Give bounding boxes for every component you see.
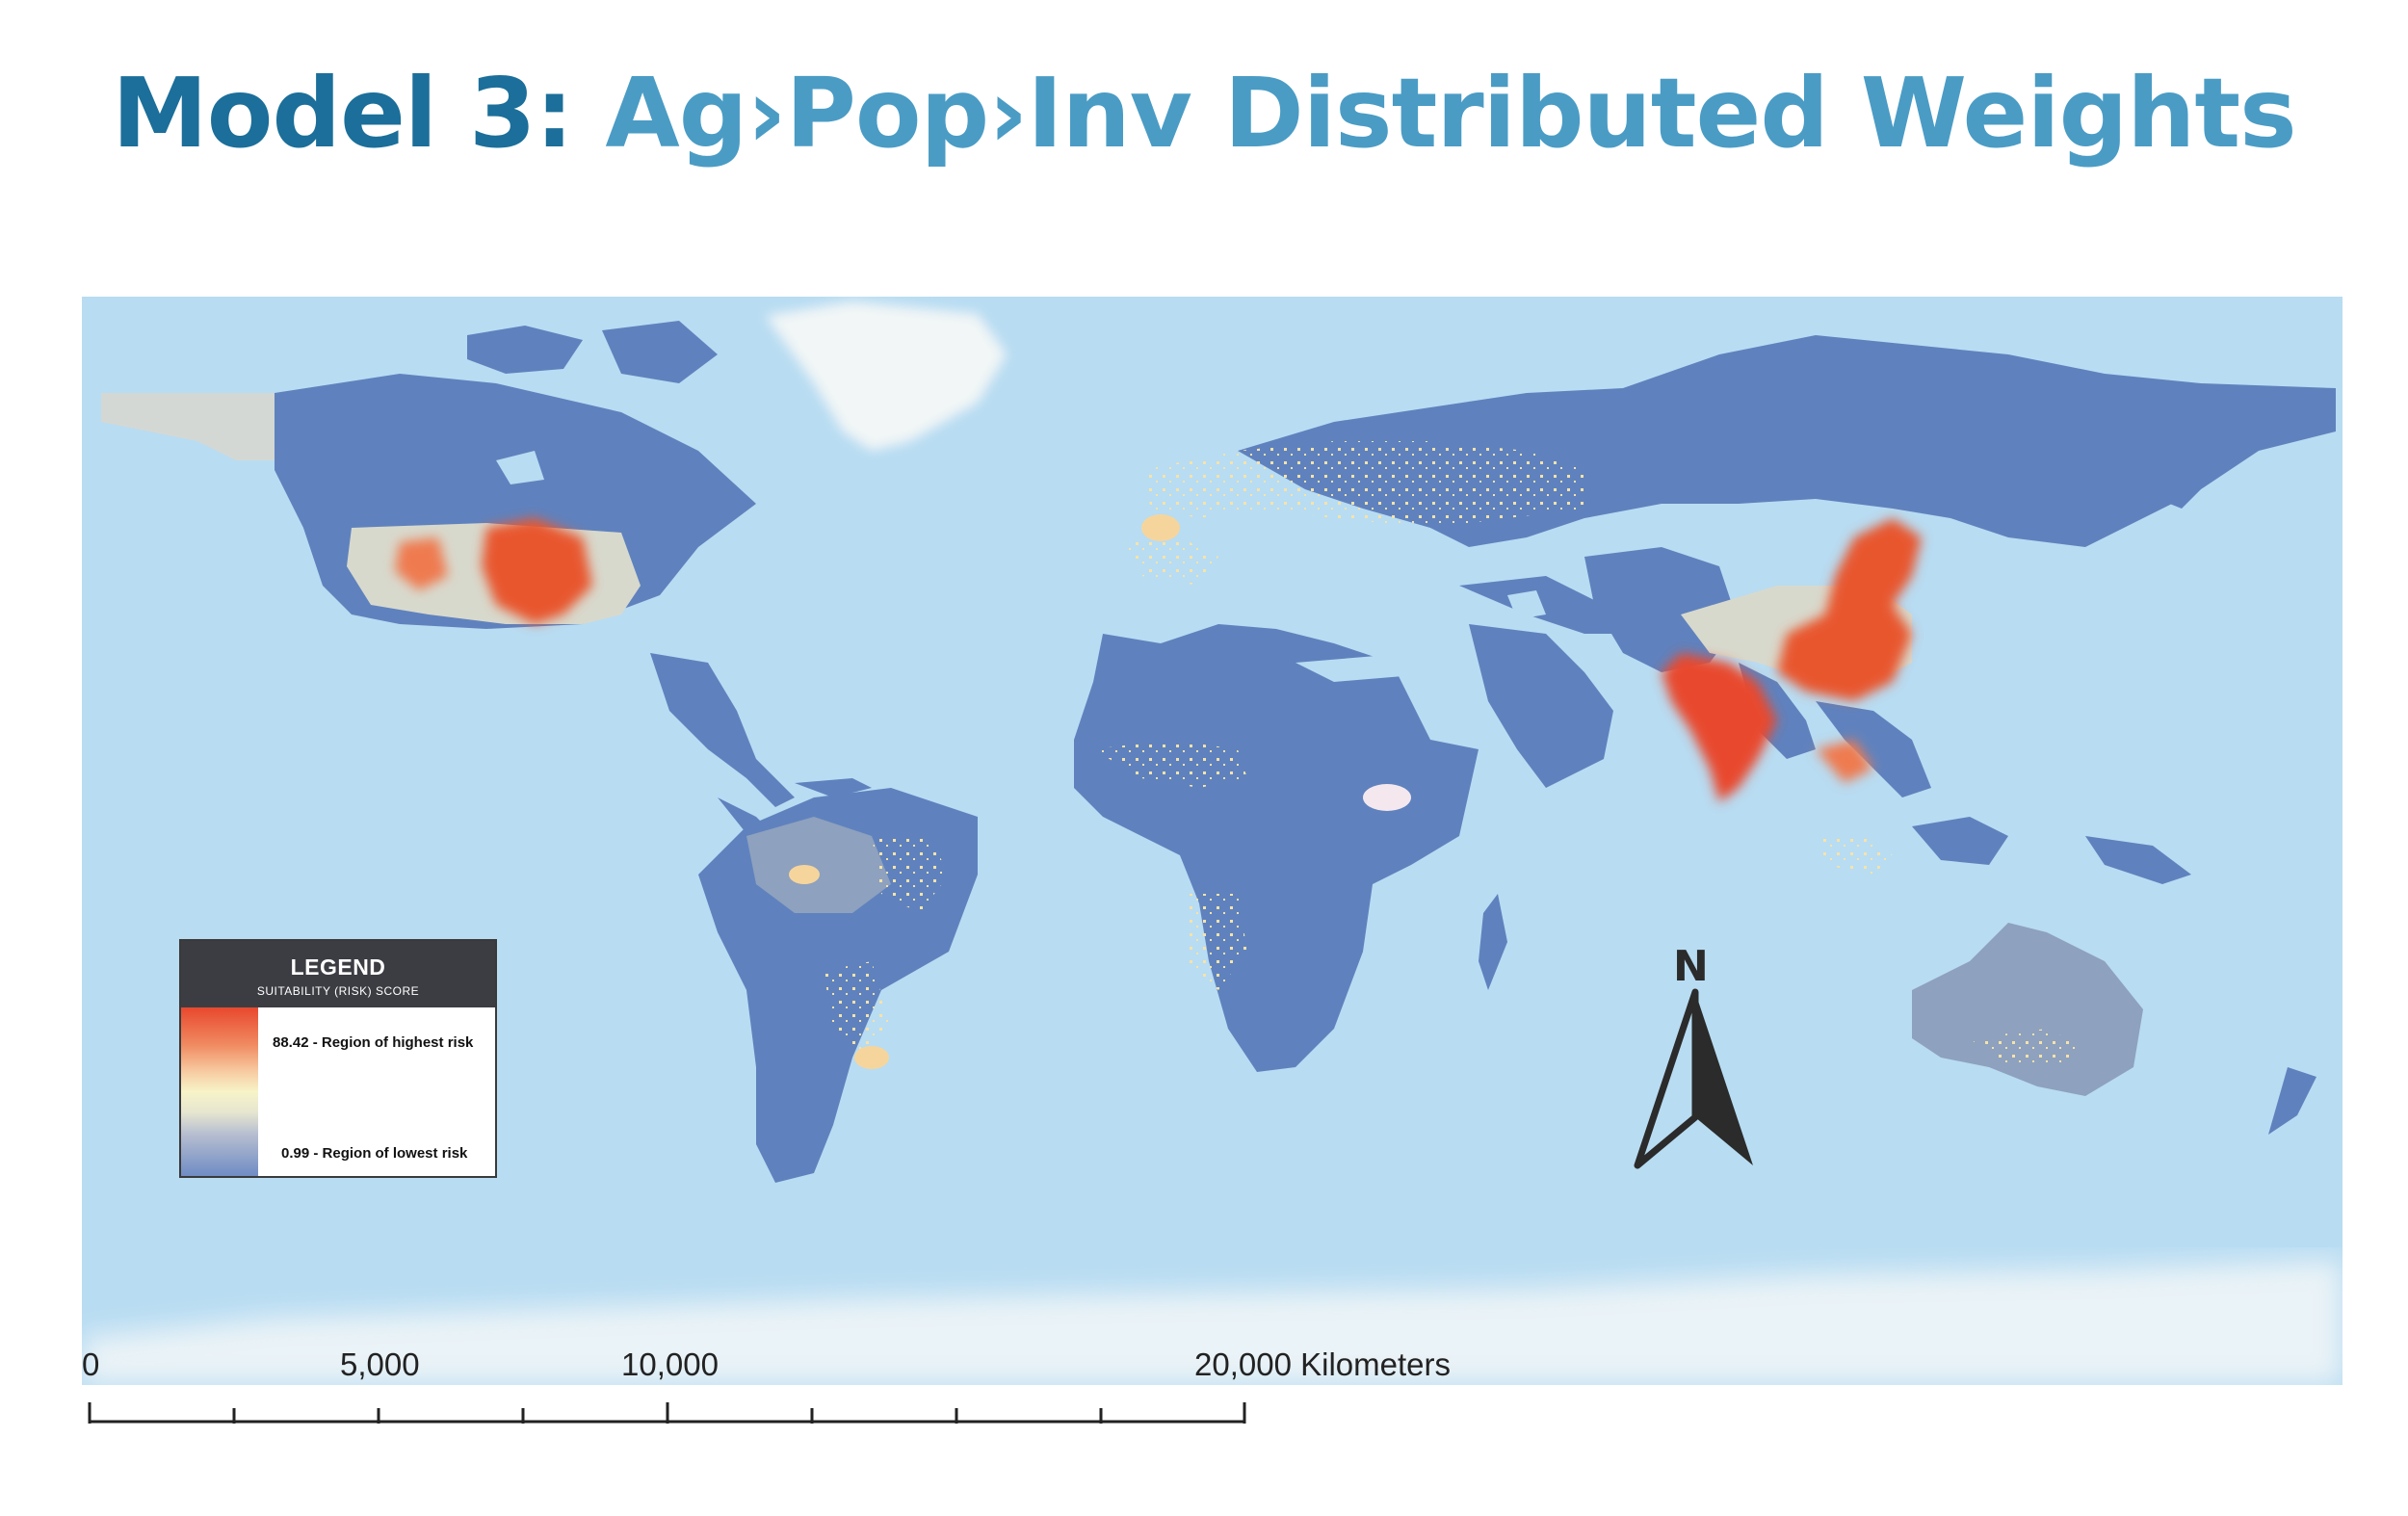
legend-title: LEGEND bbox=[290, 954, 386, 980]
north-arrow-label: N bbox=[1673, 942, 1709, 991]
legend-high-label: 88.42 - Region of highest risk bbox=[273, 1034, 474, 1051]
lake-and-coast-details bbox=[496, 451, 1546, 682]
legend: LEGEND SUITABILITY (RISK) SCORE 88.42 - … bbox=[179, 939, 497, 1178]
scale-bar-line bbox=[88, 1402, 1246, 1424]
title-model-description: Ag›Pop›Inv Distributed Weights bbox=[605, 57, 2296, 170]
legend-low-label: 0.99 - Region of lowest risk bbox=[281, 1145, 468, 1162]
scale-label-0: 0 bbox=[82, 1346, 100, 1382]
scale-bar: 0 5,000 10,000 20,000 Kilometers bbox=[82, 1346, 1469, 1443]
legend-subtitle: SUITABILITY (RISK) SCORE bbox=[256, 984, 420, 998]
north-arrow-icon bbox=[1634, 988, 1753, 1169]
title-model-number: Model 3: bbox=[112, 57, 573, 170]
scale-label-20000: 20,000 Kilometers bbox=[1194, 1346, 1451, 1382]
greenland bbox=[766, 301, 1007, 451]
legend-header: LEGEND SUITABILITY (RISK) SCORE bbox=[181, 941, 495, 1007]
land-high-risk bbox=[395, 518, 1922, 802]
antarctica bbox=[82, 1260, 2343, 1385]
scale-label-10000: 10,000 bbox=[621, 1346, 719, 1382]
legend-color-ramp bbox=[181, 1007, 258, 1176]
page-title: Model 3: Ag›Pop›Inv Distributed Weights bbox=[0, 56, 2408, 171]
land-medium-risk bbox=[789, 441, 2085, 1069]
scale-label-5000: 5,000 bbox=[340, 1346, 420, 1382]
world-risk-map[interactable] bbox=[82, 297, 2343, 1385]
